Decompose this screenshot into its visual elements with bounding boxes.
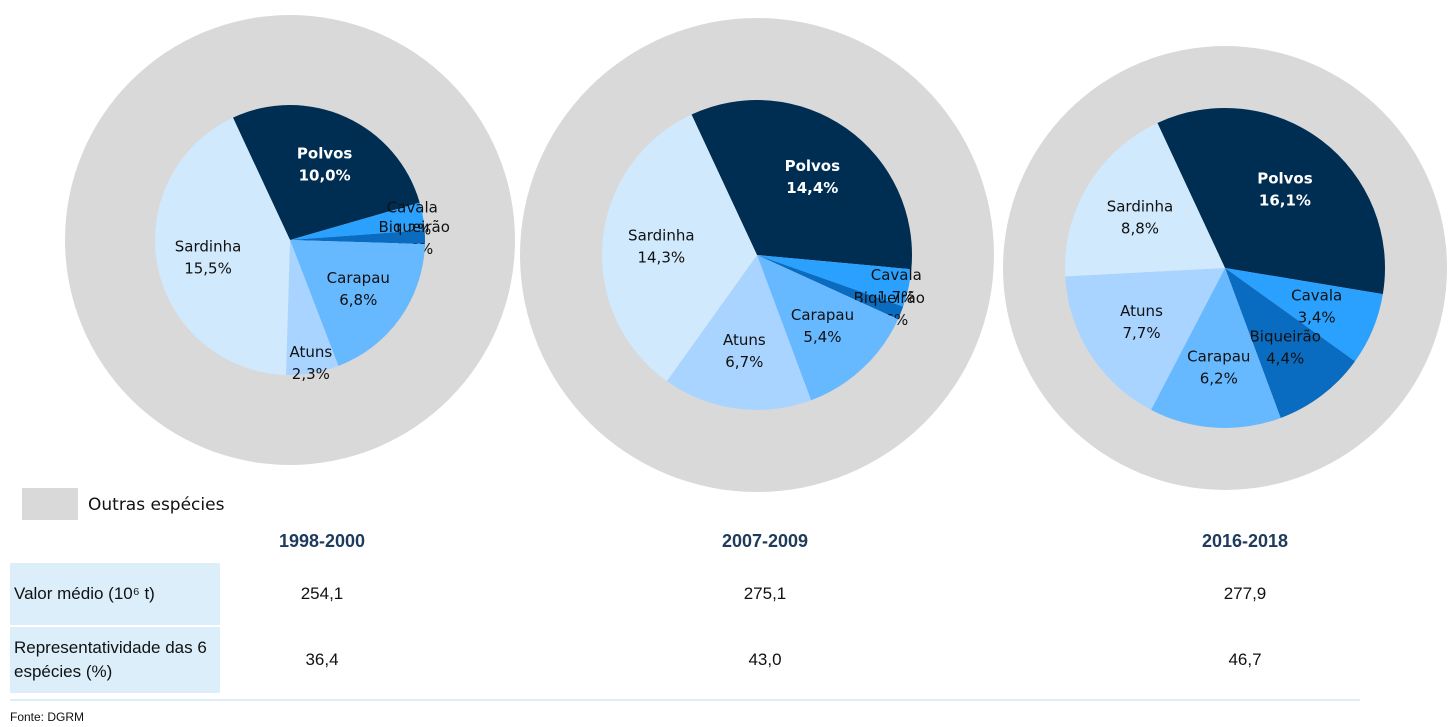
pie-slice xyxy=(1225,268,1356,418)
slice-name: Polvos xyxy=(785,157,841,175)
slice-name: Biqueirão xyxy=(378,218,449,236)
slice-name: Polvos xyxy=(297,144,353,162)
slice-name: Atuns xyxy=(723,331,766,349)
slice-name: Cavala xyxy=(387,199,438,217)
slice-name: Biqueirão xyxy=(854,289,925,307)
pie-slice xyxy=(290,230,425,245)
pie-slice xyxy=(601,114,757,382)
legend-swatch xyxy=(22,488,78,520)
slice-value: 8,8% xyxy=(1121,219,1159,237)
slice-value: 6,7% xyxy=(725,353,763,371)
pie-slice xyxy=(154,117,290,375)
cell: 36,4 xyxy=(305,650,339,669)
slice-name: Biqueirão xyxy=(1249,327,1320,345)
pie-slice xyxy=(757,255,912,307)
slice-name: Sardinha xyxy=(1107,197,1174,215)
pie-slice xyxy=(290,240,425,366)
slice-name: Sardinha xyxy=(175,237,242,255)
cell: 277,9 xyxy=(1223,584,1267,603)
cell: 46,7 xyxy=(1228,650,1262,669)
slice-value: 4,4% xyxy=(1266,349,1304,367)
slice-name: Sardinha xyxy=(628,227,695,245)
column-header: 2016-2018 xyxy=(1201,530,1289,551)
pie-slice xyxy=(1065,268,1225,410)
pie-slice xyxy=(232,105,420,240)
pie-slice xyxy=(1157,107,1386,295)
cell: 254,1 xyxy=(300,584,344,603)
pie-slice xyxy=(1225,268,1383,362)
legend-label: Outras espécies xyxy=(88,495,225,515)
column-header: 1998-2000 xyxy=(278,530,366,551)
cell: 275,1 xyxy=(743,584,787,603)
slice-name: Polvos xyxy=(1257,169,1313,187)
column-header: 2007-2009 xyxy=(721,530,809,551)
pie-slice xyxy=(757,255,904,320)
slice-name: Carapau xyxy=(791,306,854,324)
pie-slice xyxy=(285,240,339,375)
slice-value: 14,4% xyxy=(786,179,838,197)
pie-slice xyxy=(1065,122,1225,277)
slice-name: Carapau xyxy=(1187,348,1250,366)
slice-value: 14,3% xyxy=(637,249,685,267)
pie-slice xyxy=(757,255,899,401)
pie-slice xyxy=(1151,268,1281,429)
slice-value: 6,2% xyxy=(1200,370,1238,388)
slice-name: Carapau xyxy=(327,269,390,287)
slice-value: 3,4% xyxy=(1298,308,1336,326)
slice-value: 15,5% xyxy=(184,259,232,277)
source: Fonte: DGRM xyxy=(10,710,84,724)
slice-name: Atuns xyxy=(1120,302,1163,320)
row-label: Valor médio (10⁶ t) xyxy=(10,563,220,625)
slice-name: Atuns xyxy=(290,343,333,361)
slice-name: Cavala xyxy=(1291,286,1342,304)
pie-slice xyxy=(666,255,812,410)
pie-slice xyxy=(290,202,425,240)
slice-name: Cavala xyxy=(871,266,922,284)
slice-value: 5,4% xyxy=(803,328,841,346)
slice-value: 2,3% xyxy=(292,365,330,383)
row-label: Representatividade das 6 espécies (%) xyxy=(10,627,220,693)
slice-value: 7,7% xyxy=(1122,324,1160,342)
slice-value: 6,8% xyxy=(339,291,377,309)
slice-value: 16,1% xyxy=(1259,191,1311,209)
slice-value: 10,0% xyxy=(299,166,351,184)
cell: 43,0 xyxy=(748,650,782,669)
pie-slice xyxy=(691,100,912,270)
